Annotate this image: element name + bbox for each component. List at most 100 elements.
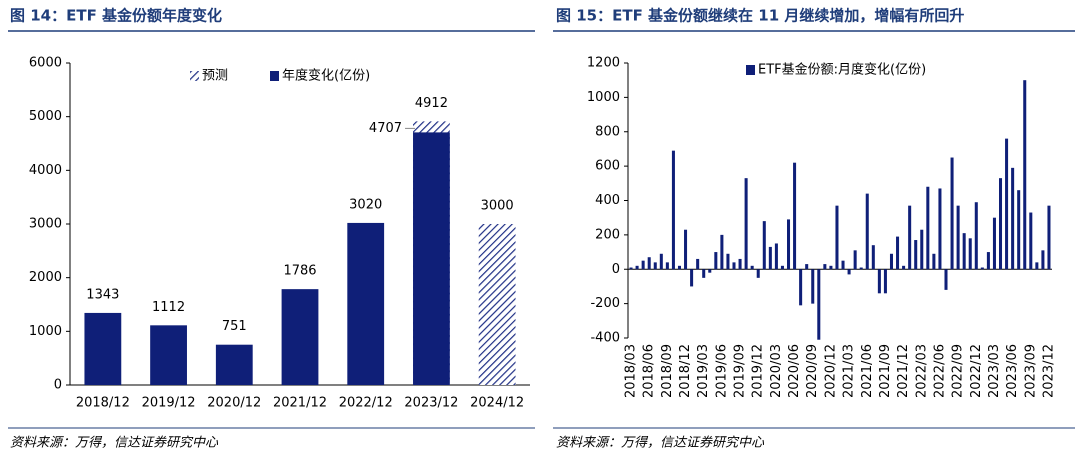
y-tick-label: 1200 <box>587 56 620 71</box>
x-tick-label: 2021/12 <box>896 344 911 398</box>
y-tick-label: 4000 <box>29 163 62 178</box>
x-tick-label: 2018/09 <box>660 344 675 398</box>
data-label: 751 <box>222 319 247 334</box>
bar <box>793 162 797 270</box>
y-tick-label: 800 <box>595 124 620 139</box>
x-tick-label: 2021/12 <box>273 396 327 411</box>
legend-swatch <box>746 65 755 75</box>
x-tick-label: 2021/06 <box>860 344 875 398</box>
data-label: 1343 <box>86 287 119 302</box>
bar <box>714 252 718 270</box>
x-tick-label: 2019/06 <box>714 344 729 398</box>
bar <box>853 250 857 270</box>
x-tick-label: 2018/12 <box>678 344 693 398</box>
x-tick-label: 2018/03 <box>624 344 639 398</box>
bar <box>1023 80 1027 270</box>
bar <box>920 229 924 270</box>
bar <box>726 253 730 270</box>
data-label: 3000 <box>481 199 514 214</box>
bar <box>684 229 688 270</box>
data-label: 4912 <box>415 96 448 111</box>
bar <box>732 262 736 270</box>
bar <box>932 253 936 270</box>
x-tick-label: 2020/12 <box>823 344 838 398</box>
bar <box>944 269 948 290</box>
x-tick-label: 2019/12 <box>751 344 766 398</box>
bar <box>787 219 791 270</box>
bar <box>871 245 875 270</box>
bar <box>974 202 978 270</box>
bar <box>756 269 760 278</box>
chart-title: 图 15：ETF 基金份额继续在 11 月继续增加，增幅有所回升 <box>556 7 964 25</box>
bar <box>84 312 122 385</box>
bar <box>659 253 663 270</box>
x-tick-label: 2019/03 <box>696 344 711 398</box>
y-tick-label: 1000 <box>29 324 62 339</box>
bar <box>847 269 851 275</box>
bar <box>413 132 450 385</box>
x-tick-label: 2019/09 <box>733 344 748 398</box>
bar <box>950 157 954 270</box>
bar <box>677 265 681 270</box>
bar <box>811 269 815 304</box>
bar <box>1011 167 1015 270</box>
bar <box>799 269 803 306</box>
bar <box>877 269 881 294</box>
x-tick-label: 2018/12 <box>76 396 130 411</box>
bar <box>215 344 253 385</box>
bar <box>780 265 784 270</box>
bar <box>986 252 990 270</box>
y-tick-label: 1000 <box>587 90 620 105</box>
y-tick-label: 600 <box>595 159 620 174</box>
bar <box>841 260 845 270</box>
bar <box>968 238 972 270</box>
bar <box>702 269 706 278</box>
y-tick-label: 3000 <box>29 217 62 232</box>
legend-label: 年度变化(亿份) <box>282 68 370 84</box>
bar <box>647 257 651 270</box>
legend-swatch <box>190 71 199 81</box>
bar <box>914 240 918 270</box>
y-tick-label: 0 <box>612 262 620 277</box>
bar <box>281 289 319 385</box>
x-tick-label: 2023/09 <box>1023 344 1038 398</box>
x-tick-label: 2022/12 <box>969 344 984 398</box>
chart-title: 图 14：ETF 基金份额年度变化 <box>10 7 222 25</box>
legend-label: 预测 <box>202 69 228 84</box>
x-tick-label: 2021/09 <box>878 344 893 398</box>
bar <box>1029 212 1033 270</box>
bar <box>829 265 833 270</box>
bar <box>823 264 827 270</box>
y-tick-label: 200 <box>595 227 620 242</box>
bar <box>478 224 516 385</box>
bar <box>889 253 893 270</box>
bar <box>835 205 839 270</box>
y-tick-label: 6000 <box>29 56 62 71</box>
bar <box>665 262 669 270</box>
data-label: 1112 <box>152 300 185 315</box>
y-tick-label: 400 <box>595 193 620 208</box>
x-tick-label: 2020/06 <box>787 344 802 398</box>
x-tick-label: 2023/06 <box>1005 344 1020 398</box>
x-tick-label: 2023/03 <box>987 344 1002 398</box>
x-tick-label: 2021/03 <box>842 344 857 398</box>
bar <box>962 233 966 270</box>
x-tick-label: 2019/12 <box>142 396 196 411</box>
bar <box>738 258 742 270</box>
y-tick-label: 2000 <box>29 270 62 285</box>
bar <box>744 178 748 270</box>
bar <box>708 269 712 273</box>
bar <box>671 150 675 270</box>
x-tick-label: 2020/09 <box>805 344 820 398</box>
x-tick-label: 2023/12 <box>404 396 458 411</box>
bar <box>750 265 754 270</box>
bar <box>817 269 821 340</box>
bar <box>1041 250 1045 270</box>
bar <box>956 205 960 270</box>
bar <box>150 325 187 385</box>
x-tick-label: 2022/03 <box>914 344 929 398</box>
bar <box>629 267 633 270</box>
bar <box>768 246 772 270</box>
bar <box>696 258 700 270</box>
